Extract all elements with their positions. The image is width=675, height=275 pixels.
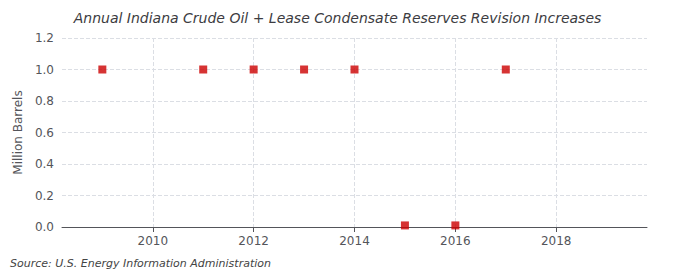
svg-text:2016: 2016	[440, 234, 471, 248]
svg-text:2010: 2010	[138, 234, 169, 248]
svg-text:2012: 2012	[238, 234, 269, 248]
svg-text:0.4: 0.4	[35, 157, 54, 171]
svg-text:0.0: 0.0	[35, 220, 54, 234]
svg-text:2018: 2018	[541, 234, 572, 248]
svg-text:0.2: 0.2	[35, 189, 54, 203]
svg-text:Source: U.S. Energy Informatio: Source: U.S. Energy Information Administ…	[10, 257, 271, 270]
svg-text:Million Barrels: Million Barrels	[11, 90, 25, 174]
svg-text:1.0: 1.0	[35, 63, 54, 77]
svg-text:0.6: 0.6	[35, 126, 54, 140]
svg-text:Annual Indiana Crude Oil + Lea: Annual Indiana Crude Oil + Lease Condens…	[73, 10, 602, 26]
svg-text:2014: 2014	[339, 234, 370, 248]
svg-text:1.2: 1.2	[35, 31, 54, 45]
svg-text:0.8: 0.8	[35, 94, 54, 108]
